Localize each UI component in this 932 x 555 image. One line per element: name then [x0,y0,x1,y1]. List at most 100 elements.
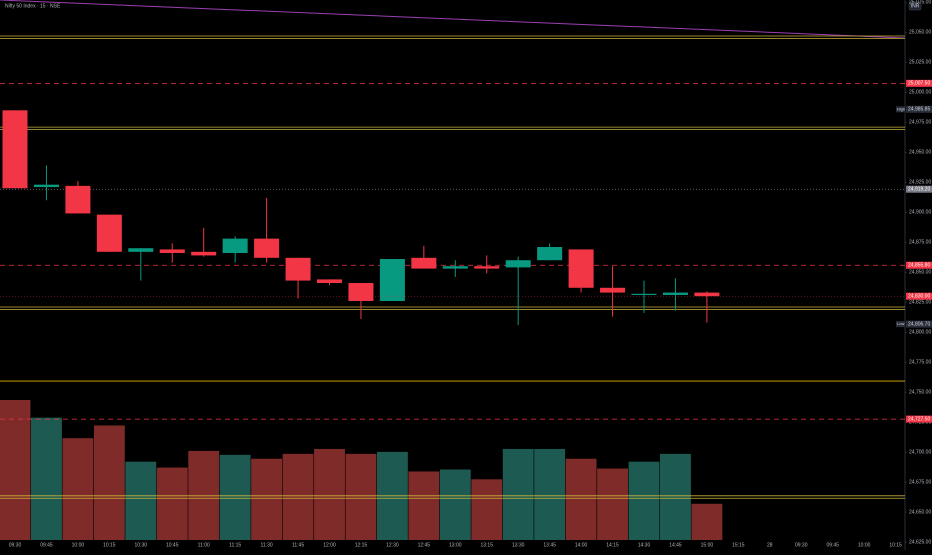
y-tick-label: 24,625.00 [909,539,931,545]
y-tick-label: 24,975.00 [909,120,931,126]
level-label: 25,007.50 [908,81,930,87]
marker-text: Low [897,321,904,326]
x-tick-label: 13:30 [512,542,525,548]
volume-bar [219,454,251,540]
x-tick-label: 10:15 [889,542,902,548]
last-price-label: 24,830.00 [908,294,930,300]
candle-body [442,266,468,269]
marker-box [906,105,932,113]
y-tick-label: 24,800.00 [909,329,931,335]
marker-tag [896,321,905,328]
volume-bar [156,467,188,540]
x-tick-label: 14:00 [575,542,588,548]
x-tick-label: 11:15 [229,542,241,548]
volume-bar [31,417,62,540]
marker-box [906,320,932,328]
level-label-box [906,185,932,193]
candle-body [2,110,28,189]
candle-body [662,292,688,295]
candle-body [191,251,217,256]
x-tick-label: 14:30 [638,542,651,548]
volume-bar [628,461,660,540]
volume-bar [534,448,566,540]
candle-body [317,279,342,283]
volume-bar [471,479,503,540]
y-tick-label: 25,000.00 [909,90,931,96]
level-label-box [906,261,932,269]
x-tick-label: 12:30 [386,542,399,548]
volume-bar [565,458,597,540]
x-tick-label: 10:00 [858,542,871,548]
y-tick-label: 24,825.00 [909,300,931,306]
x-tick-label: 28 [767,542,773,548]
candle-body [568,249,594,288]
x-tick-label: 15:15 [732,542,745,548]
volume-bar [282,453,314,540]
y-tick-label: 25,050.00 [909,30,931,36]
marker-text: High [897,106,905,111]
x-tick-label: 13:15 [480,542,493,548]
volume-bar [502,448,534,540]
volume-bar [439,469,471,540]
marker-label: 24,806.70 [908,321,930,327]
y-tick-label: 25,075.00 [909,0,931,6]
volume-bar [408,471,440,540]
y-tick-label: 24,850.00 [909,270,931,276]
x-tick-label: 13:00 [449,542,462,548]
volume-bar [125,461,157,540]
candle-body [128,248,154,252]
volume-bar [691,503,723,540]
x-tick-label: 12:00 [323,542,336,548]
y-tick-label: 24,675.00 [909,479,931,485]
candle-body [379,259,405,301]
y-tick-label: 24,875.00 [909,240,931,246]
x-tick-label: 13:45 [543,542,556,548]
marker-label: 24,985.85 [908,107,930,113]
volume-bar [597,468,628,540]
x-tick-label: 09:45 [826,542,839,548]
chart-title: Nifty 50 Index · 15 · NSE [5,3,61,9]
y-tick-label: 24,750.00 [909,389,931,395]
candle-body [33,184,59,188]
x-tick-label: 10:30 [135,542,148,548]
candle-body [285,257,311,281]
volume-bar [251,458,283,540]
x-tick-label: 14:15 [606,542,619,548]
level-label: 24,727.50 [908,416,930,422]
last-price-box [906,292,932,300]
y-tick-label: 24,700.00 [909,449,931,455]
candle-body [411,257,437,269]
trend-line [0,0,906,39]
x-tick-label: 09:45 [40,542,53,548]
candle-body [65,185,91,214]
candle-body [505,260,531,268]
x-tick-label: 11:30 [261,542,273,548]
x-tick-label: 12:45 [418,542,431,548]
candle-body [474,266,500,269]
y-tick-label: 24,950.00 [909,150,931,156]
marker-tag [896,106,905,113]
x-tick-label: 09:30 [795,542,808,548]
level-label: 24,855.80 [908,263,930,269]
level-label-box [906,415,932,423]
x-tick-label: 11:45 [292,542,304,548]
x-tick-label: 09:30 [9,542,22,548]
currency-label[interactable]: INR [911,4,920,10]
candle-body [631,293,657,295]
candle-body [694,292,720,297]
candle-body [96,214,122,252]
y-tick-label: 24,925.00 [909,180,931,186]
x-tick-label: 10:15 [103,542,116,548]
volume-bar [660,453,691,540]
volume-bar [0,400,31,540]
candle-body [159,249,185,254]
volume-bar [62,438,94,540]
currency-button[interactable] [908,1,922,11]
x-tick-label: 15:00 [701,542,714,548]
y-tick-label: 24,775.00 [909,359,931,365]
volume-bar [345,453,377,540]
level-label-box [906,79,932,87]
